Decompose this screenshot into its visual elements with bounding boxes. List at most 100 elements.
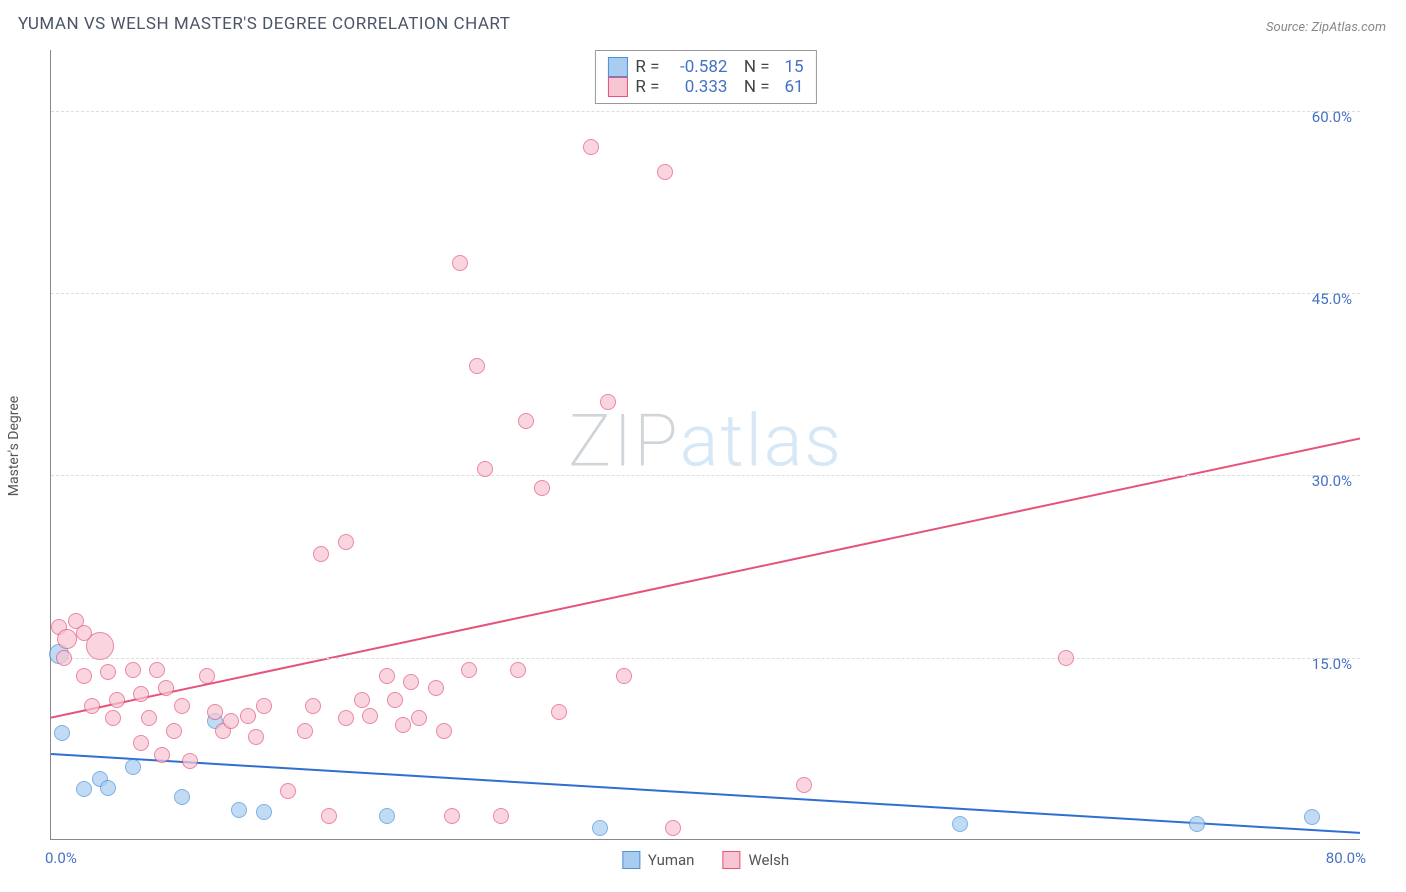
data-point	[379, 668, 395, 684]
x-legend: Yuman Welsh	[622, 851, 789, 869]
data-point	[133, 735, 149, 751]
trendline	[51, 438, 1360, 717]
legend-n-label: N =	[735, 77, 769, 97]
data-point	[240, 708, 256, 724]
data-point	[518, 413, 534, 429]
gridline	[51, 111, 1360, 112]
data-point	[395, 717, 411, 733]
data-point	[469, 358, 485, 374]
chart-title: YUMAN VS WELSH MASTER'S DEGREE CORRELATI…	[18, 14, 510, 34]
data-point	[297, 723, 313, 739]
data-point	[592, 820, 608, 836]
data-point	[100, 664, 116, 680]
data-point	[362, 708, 378, 724]
data-point	[54, 725, 70, 741]
data-point	[141, 710, 157, 726]
legend-n-value: 15	[778, 57, 804, 77]
data-point	[600, 394, 616, 410]
data-point	[379, 808, 395, 824]
xlegend-label: Welsh	[748, 851, 789, 869]
data-point	[166, 723, 182, 739]
data-point	[1058, 650, 1074, 666]
data-point	[125, 662, 141, 678]
y-axis-label: Master's Degree	[6, 396, 22, 496]
source-label: Source:	[1266, 20, 1308, 35]
source-attribution: Source: ZipAtlas.com	[1266, 20, 1386, 35]
data-point	[338, 534, 354, 550]
ytick-label: 30.0%	[1312, 472, 1352, 490]
legend-r-value: -0.582	[667, 57, 727, 77]
data-point	[56, 650, 72, 666]
data-point	[452, 255, 468, 271]
data-point	[657, 164, 673, 180]
xlegend-item: Welsh	[722, 851, 789, 869]
data-point	[796, 777, 812, 793]
data-point	[76, 668, 92, 684]
trendline	[51, 754, 1360, 833]
data-point	[616, 668, 632, 684]
data-point	[100, 780, 116, 796]
watermark: ZIPatlas	[568, 398, 843, 483]
data-point	[387, 692, 403, 708]
data-point	[583, 139, 599, 155]
data-point	[158, 680, 174, 696]
data-point	[493, 808, 509, 824]
gridline	[51, 293, 1360, 294]
scatter-plot-area: ZIPatlas R =-0.582 N =15R =0.333 N =61 Y…	[50, 50, 1360, 840]
legend-r-label: R =	[635, 77, 659, 97]
data-point	[338, 710, 354, 726]
xlegend-swatch	[722, 851, 740, 869]
data-point	[256, 804, 272, 820]
data-point	[665, 820, 681, 836]
data-point	[321, 808, 337, 824]
legend-n-value: 61	[778, 77, 804, 97]
data-point	[125, 759, 141, 775]
data-point	[952, 816, 968, 832]
data-point	[109, 692, 125, 708]
gridline	[51, 658, 1360, 659]
data-point	[133, 686, 149, 702]
data-point	[313, 546, 329, 562]
data-point	[436, 723, 452, 739]
data-point	[280, 783, 296, 799]
legend-n-label: N =	[735, 57, 769, 77]
data-point	[199, 668, 215, 684]
data-point	[256, 698, 272, 714]
data-point	[305, 698, 321, 714]
data-point	[534, 480, 550, 496]
legend-r-value: 0.333	[667, 77, 727, 97]
xlegend-item: Yuman	[622, 851, 695, 869]
data-point	[182, 753, 198, 769]
watermark-zip: ZIP	[568, 398, 680, 483]
ytick-label: 60.0%	[1312, 108, 1352, 126]
ytick-label: 45.0%	[1312, 290, 1352, 308]
watermark-atlas: atlas	[680, 398, 843, 483]
data-point	[223, 713, 239, 729]
data-point	[84, 698, 100, 714]
data-point	[231, 802, 247, 818]
data-point	[57, 629, 77, 649]
data-point	[461, 662, 477, 678]
xtick-label: 0.0%	[45, 849, 77, 867]
data-point	[248, 729, 264, 745]
data-point	[174, 698, 190, 714]
data-point	[477, 461, 493, 477]
source-link[interactable]: ZipAtlas.com	[1311, 20, 1386, 35]
gridline	[51, 475, 1360, 476]
data-point	[76, 625, 92, 641]
legend-stats-row: R = 0.333 N = 61	[607, 77, 803, 97]
legend-swatch	[607, 57, 627, 77]
data-point	[105, 710, 121, 726]
data-point	[174, 789, 190, 805]
data-point	[551, 704, 567, 720]
legend-stats-row: R =-0.582 N =15	[607, 57, 803, 77]
xlegend-label: Yuman	[648, 851, 695, 869]
xtick-label: 80.0%	[1326, 849, 1366, 867]
data-point	[154, 747, 170, 763]
ytick-label: 15.0%	[1312, 655, 1352, 673]
data-point	[207, 704, 223, 720]
data-point	[149, 662, 165, 678]
xlegend-swatch	[622, 851, 640, 869]
data-point	[1189, 816, 1205, 832]
data-point	[428, 680, 444, 696]
